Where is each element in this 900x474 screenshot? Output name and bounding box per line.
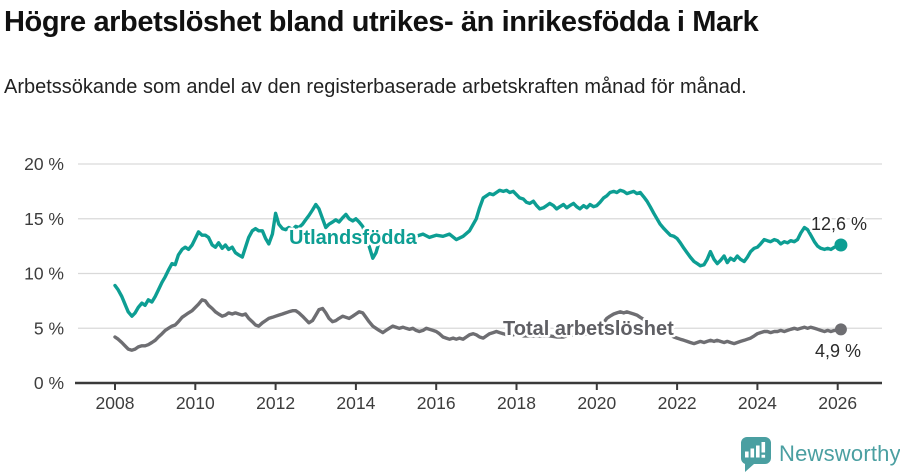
page-title: Högre arbetslöshet bland utrikes- än inr… [4, 6, 759, 38]
end-dot-utlandsfodda [834, 238, 848, 252]
newsworthy-brand-text: Newsworthy [779, 441, 900, 466]
y-tick-label-15: 15 % [24, 209, 64, 229]
x-tick-label-2020: 2020 [577, 393, 616, 413]
x-tick-label-2016: 2016 [417, 393, 456, 413]
chart-svg: 2008 2010 2012 2014 2016 2018 2020 2022 2024 2026… [24, 154, 882, 413]
line-chart: 2008 2010 2012 2014 2016 2018 2020 2022 2024 2026… [0, 145, 900, 420]
y-tick-label-5: 5 % [34, 318, 64, 338]
newsworthy-brand[interactable]: Newsworthy [737, 436, 900, 472]
y-tick-label-0: 0 % [34, 373, 64, 393]
x-tick-label-2026: 2026 [818, 393, 857, 413]
end-value-label-utlandsfodda: 12,6 % [811, 214, 867, 234]
x-tick-label-2012: 2012 [256, 393, 295, 413]
y-tick-label-20: 20 % [24, 154, 64, 174]
x-tick-label-2014: 2014 [336, 393, 375, 413]
end-value-label-total: 4,9 % [815, 341, 861, 361]
x-tick-label-2018: 2018 [497, 393, 536, 413]
series-line-total [113, 298, 843, 352]
x-tick-label-2022: 2022 [658, 393, 697, 413]
series-line-utlandsfodda [113, 188, 843, 318]
series-label-utlandsfodda: Utlandsfödda [289, 227, 418, 249]
x-tick-label-2010: 2010 [176, 393, 215, 413]
newsworthy-logo-icon [740, 437, 771, 472]
chart-subtitle: Arbetssökande som andel av den registerb… [4, 76, 747, 98]
series-label-total: Total arbetslöshet [503, 318, 674, 340]
end-dot-total [834, 323, 847, 336]
x-tick-label-2008: 2008 [96, 393, 135, 413]
y-tick-label-10: 10 % [24, 264, 64, 284]
x-tick-label-2024: 2024 [738, 393, 777, 413]
